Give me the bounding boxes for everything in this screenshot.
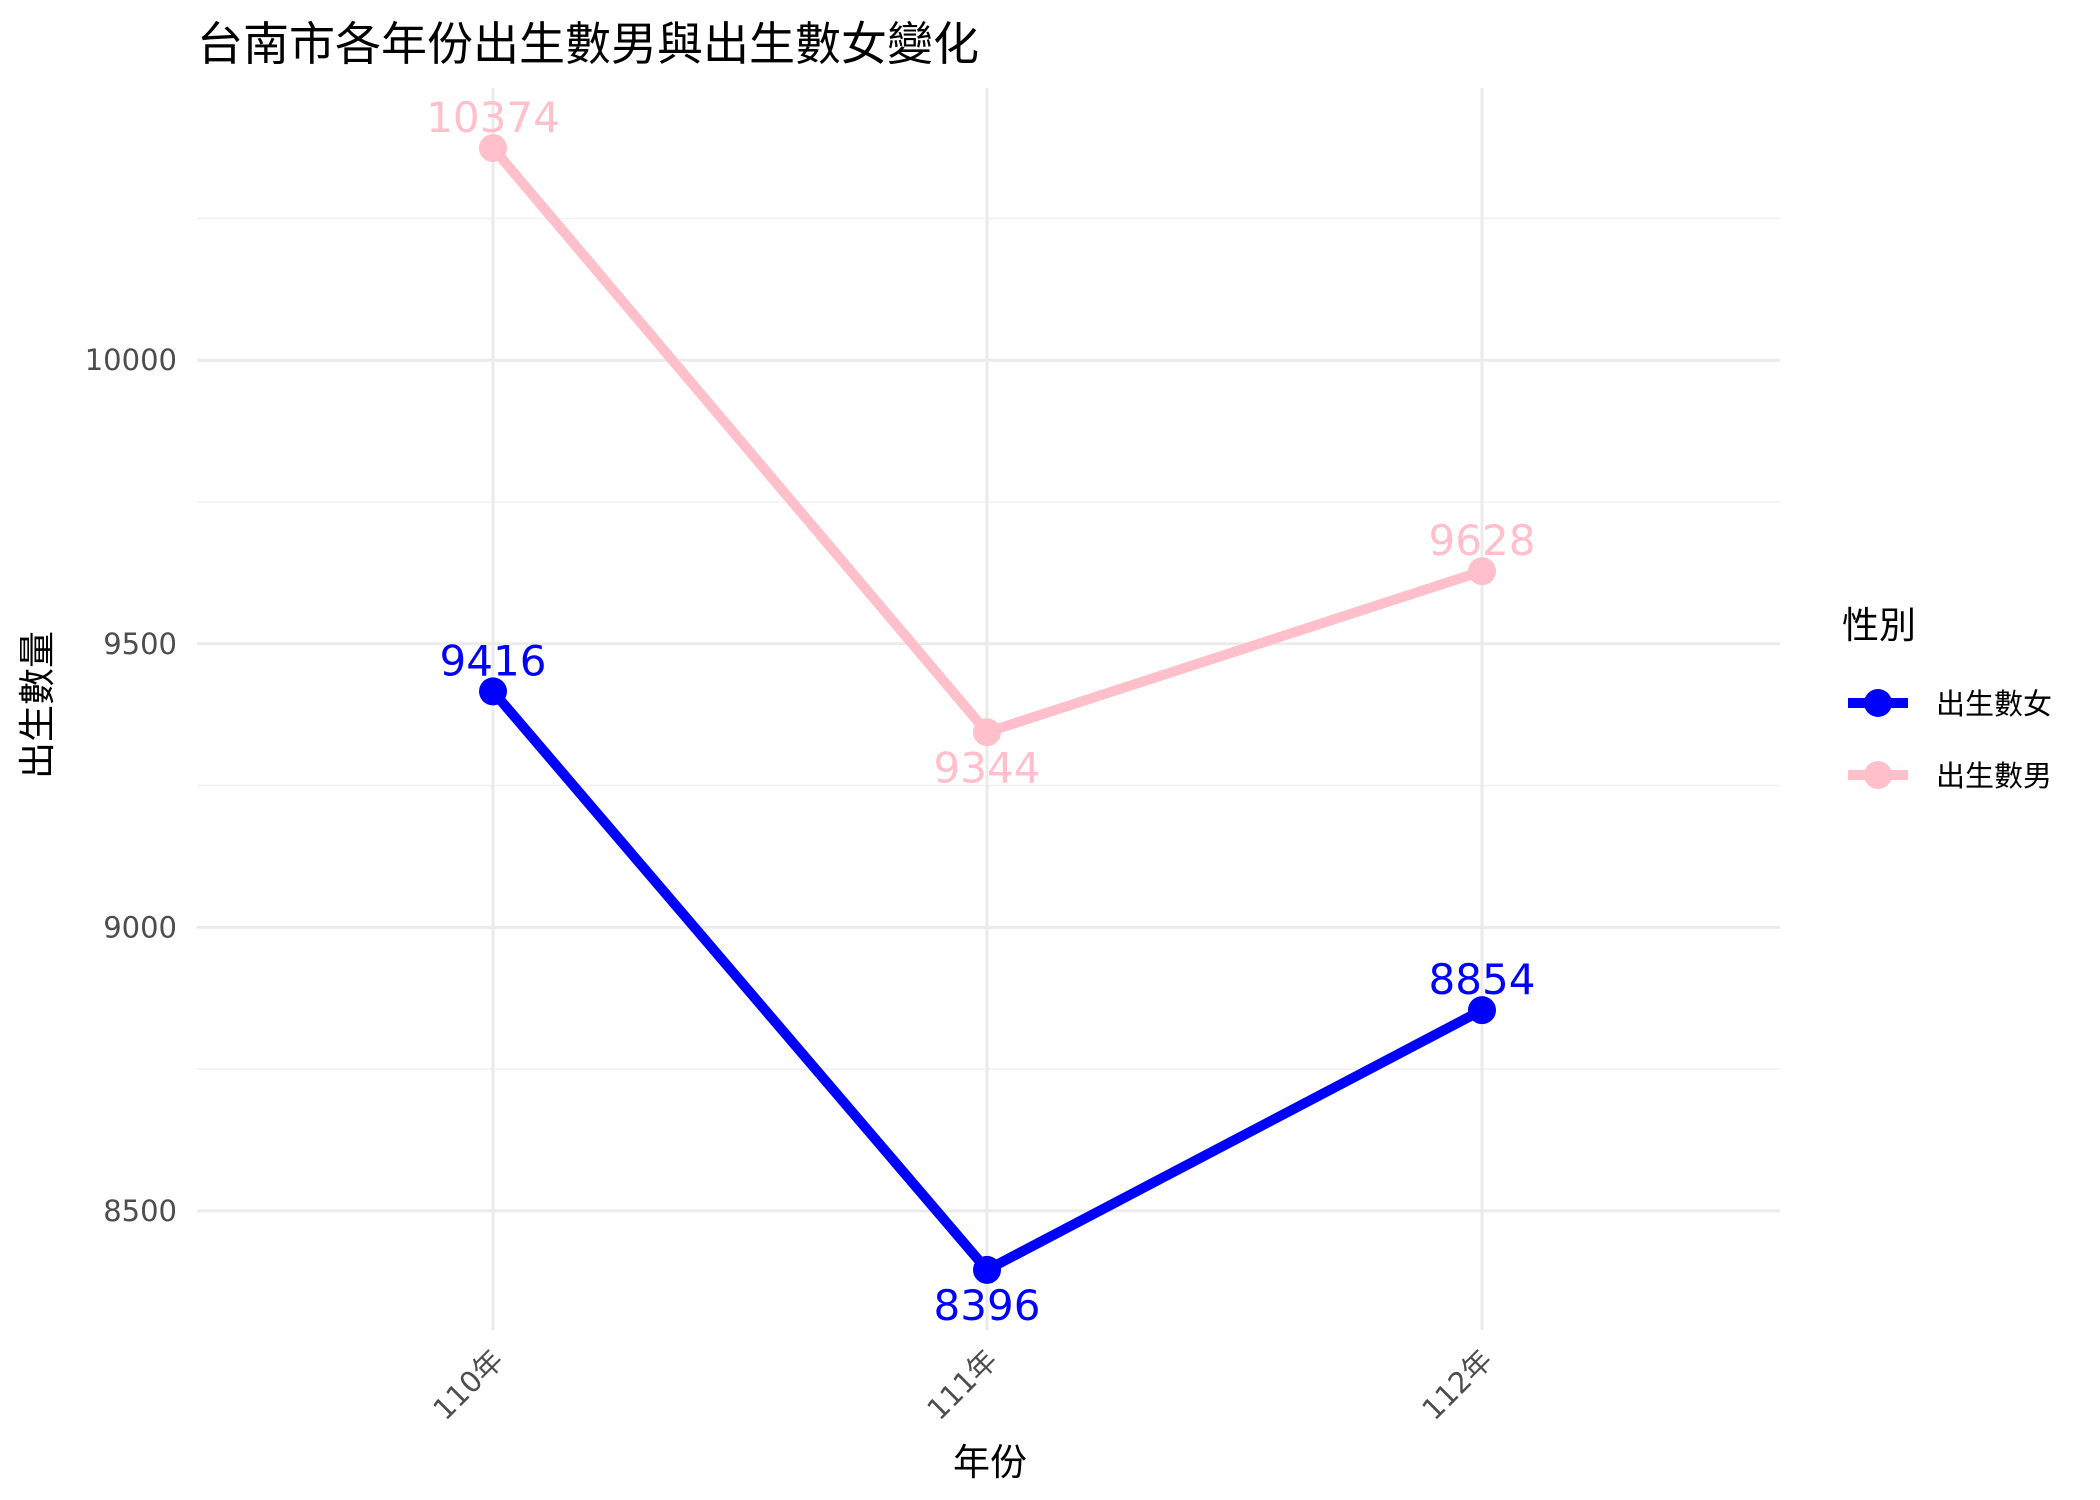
y-tick-label: 10000 [85, 343, 177, 377]
legend-marker [1864, 761, 1892, 789]
data-label: 9416 [440, 636, 547, 685]
data-label: 8854 [1429, 955, 1536, 1004]
y-axis-ticks: 8500 9000 9500 10000 [85, 343, 177, 1228]
data-labels: 9416 8396 8854 10374 9344 9628 [426, 93, 1535, 1330]
y-tick-label: 9000 [103, 910, 177, 944]
legend-marker [1864, 689, 1892, 717]
x-axis-ticks: 110年 111年 112年 [426, 1343, 1499, 1427]
x-axis-title: 年份 [953, 1441, 1027, 1484]
legend-label: 出生數男 [1936, 759, 2052, 793]
data-point [1468, 557, 1496, 586]
data-point [1468, 996, 1496, 1025]
data-label: 10374 [426, 93, 560, 142]
grid-lines [197, 88, 1780, 1330]
y-axis-title: 出生數量 [16, 631, 59, 779]
data-label: 9628 [1429, 516, 1536, 565]
data-point [973, 1255, 1001, 1284]
x-tick-label: 111年 [920, 1343, 1004, 1427]
y-tick-label: 8500 [103, 1194, 177, 1228]
y-tick-label: 9500 [103, 627, 177, 661]
data-point [479, 677, 507, 706]
chart-title: 台南市各年份出生數男與出生數女變化 [197, 17, 979, 71]
x-tick-label: 110年 [426, 1343, 510, 1427]
data-point [479, 134, 507, 163]
data-label: 9344 [934, 743, 1041, 792]
data-label: 8396 [934, 1281, 1041, 1330]
series-layer [479, 134, 1496, 1284]
legend-title: 性別 [1842, 604, 1916, 647]
legend-label: 出生數女 [1936, 687, 2052, 721]
x-tick-label: 112年 [1415, 1343, 1499, 1427]
data-point [973, 718, 1001, 747]
